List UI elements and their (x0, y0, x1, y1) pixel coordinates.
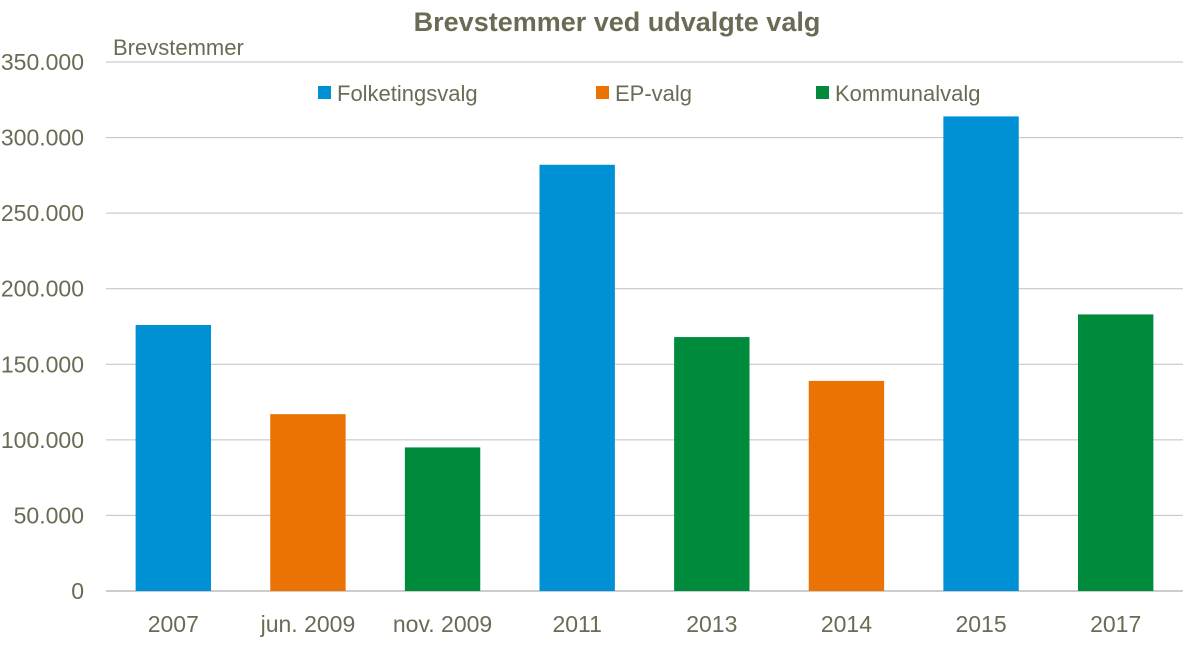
legend-swatch (596, 86, 609, 99)
x-tick-label: 2013 (686, 611, 737, 637)
x-tick-label: 2007 (148, 611, 199, 637)
legend-swatch (318, 86, 331, 99)
x-tick-label: 2015 (955, 611, 1006, 637)
bar-2014 (808, 380, 885, 591)
bar-2015 (943, 116, 1019, 591)
x-tick-label: 2017 (1090, 611, 1141, 637)
legend-label: Kommunalvalg (835, 81, 981, 106)
x-tick-labels: 2007 jun. 2009 nov. 2009 2011 2013 2014 2015 20… (148, 611, 1142, 637)
y-tick-label: 0 (71, 578, 84, 604)
chart-title: Brevstemmer ved udvalgte valg (414, 7, 821, 37)
bar-2013 (674, 337, 750, 591)
y-axis-label: Brevstemmer (113, 35, 244, 60)
y-tick-label: 250.000 (1, 200, 84, 226)
x-tick-label: jun. 2009 (260, 611, 356, 637)
y-tick-label: 50.000 (14, 502, 84, 528)
x-tick-label: nov. 2009 (393, 611, 492, 637)
y-tick-label: 100.000 (1, 427, 84, 453)
y-tick-label: 300.000 (1, 125, 84, 151)
x-tick-label: 2014 (821, 611, 872, 637)
x-tick-label: 2011 (552, 611, 601, 637)
gridlines (106, 61, 1183, 592)
y-tick-label: 150.000 (1, 351, 84, 377)
y-tick-label: 200.000 (1, 276, 84, 302)
bar-jun-2009 (270, 414, 346, 591)
bars (135, 116, 1154, 591)
y-tick-label: 350.000 (1, 49, 84, 75)
bar-2011 (539, 164, 615, 591)
legend-swatch (816, 86, 829, 99)
bar-2007 (135, 324, 212, 591)
legend-label: EP-valg (615, 81, 692, 106)
legend-label: Folketingsvalg (337, 81, 478, 106)
bar-nov-2009 (404, 447, 481, 591)
bar-2017 (1077, 314, 1154, 591)
legend: Folketingsvalg EP-valg Kommunalvalg (318, 81, 981, 106)
y-tick-labels: 0 50.000 100.000 150.000 200.000 250.000 300.0… (1, 49, 84, 604)
